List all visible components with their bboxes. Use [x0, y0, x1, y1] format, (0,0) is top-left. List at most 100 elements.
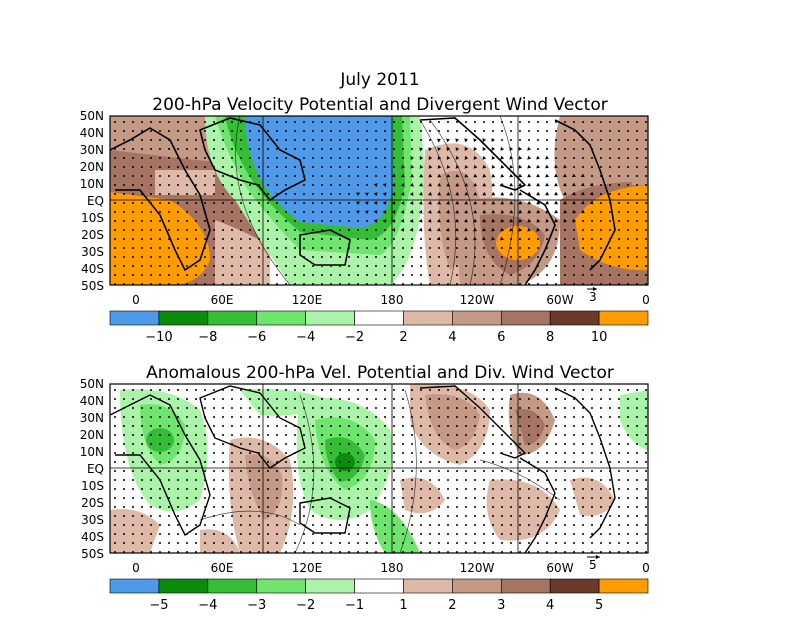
wind-vector-dot	[627, 264, 630, 267]
p2-colorbar: −5 −4 −3 −2 −1 1 2 3 4 5	[109, 578, 649, 613]
wind-vector-dot	[275, 533, 278, 536]
wind-vector-head	[518, 227, 523, 232]
wind-vector-dot	[546, 264, 549, 267]
wind-vector-dot	[627, 156, 630, 159]
wind-vector-dot	[627, 174, 630, 177]
wind-vector-dot	[158, 273, 161, 276]
wind-vector-dot	[356, 228, 359, 231]
wind-vector-head	[391, 173, 396, 178]
wind-vector-head	[418, 227, 423, 232]
wind-vector-dot	[600, 147, 603, 150]
wind-vector-dot	[500, 487, 503, 490]
p2-field-brown-io-mid	[245, 454, 283, 520]
wind-vector-dot	[537, 460, 540, 463]
wind-vector-head	[509, 173, 514, 178]
wind-vector-dot	[149, 192, 152, 195]
wind-vector-head	[419, 173, 424, 178]
p2-colorbar-swatch-0	[109, 578, 160, 594]
wind-vector-dot	[311, 469, 314, 472]
wind-vector-dot	[555, 138, 558, 141]
wind-vector-dot	[356, 165, 359, 168]
wind-vector-dot	[212, 478, 215, 481]
wind-vector-dot	[266, 515, 269, 518]
wind-vector-dot	[419, 478, 422, 481]
wind-vector-dot	[320, 388, 323, 391]
wind-vector-head	[536, 155, 540, 160]
wind-vector-dot	[491, 496, 494, 499]
wind-vector-dot	[555, 478, 558, 481]
wind-vector-dot	[221, 397, 224, 400]
p1-lat-10N: 10N	[80, 177, 104, 191]
wind-vector-dot	[230, 228, 233, 231]
wind-vector-head	[455, 218, 459, 223]
wind-vector-dot	[582, 442, 585, 445]
wind-vector-head	[491, 173, 496, 178]
wind-vector-dot	[158, 524, 161, 527]
wind-vector-dot	[636, 228, 639, 231]
wind-vector-dot	[347, 246, 350, 249]
wind-vector-dot	[293, 273, 296, 276]
wind-vector-dot	[131, 165, 134, 168]
wind-vector-dot	[212, 397, 215, 400]
p1-lon-0: 0	[132, 293, 140, 307]
wind-vector-dot	[176, 524, 179, 527]
wind-vector-dot	[537, 487, 540, 490]
wind-vector-dot	[114, 228, 117, 231]
wind-vector-dot	[212, 237, 215, 240]
wind-vector-dot	[185, 192, 188, 195]
wind-vector-dot	[419, 264, 422, 267]
wind-vector-dot	[203, 515, 206, 518]
wind-vector-dot	[338, 487, 341, 490]
wind-vector-dot	[365, 121, 368, 124]
wind-vector-dot	[167, 237, 170, 240]
wind-vector-dot	[203, 246, 206, 249]
wind-vector-dot	[167, 460, 170, 463]
wind-vector-dot	[600, 478, 603, 481]
wind-vector-dot	[591, 533, 594, 536]
wind-vector-dot	[627, 451, 630, 454]
wind-vector-dot	[437, 406, 440, 409]
wind-vector-dot	[167, 138, 170, 141]
wind-vector-dot	[455, 415, 458, 418]
wind-vector-dot	[374, 264, 377, 267]
wind-vector-dot	[302, 533, 305, 536]
wind-vector-dot	[194, 415, 197, 418]
wind-vector-dot	[239, 121, 242, 124]
wind-vector-dot	[392, 424, 395, 427]
wind-vector-dot	[356, 533, 359, 536]
wind-vector-dot	[428, 460, 431, 463]
p1-lat-50S: 50S	[81, 279, 104, 293]
wind-vector-dot	[320, 406, 323, 409]
wind-vector-dot	[167, 129, 170, 132]
wind-vector-dot	[582, 228, 585, 231]
wind-vector-dot	[149, 210, 152, 213]
wind-vector-dot	[528, 533, 531, 536]
wind-vector-dot	[123, 515, 126, 518]
wind-vector-head	[356, 192, 361, 196]
wind-vector-dot	[248, 156, 251, 159]
wind-vector-dot	[248, 460, 251, 463]
wind-vector-dot	[383, 156, 386, 159]
wind-vector-dot	[140, 255, 143, 258]
wind-vector-dot	[176, 273, 179, 276]
p1-colorbar-swatch-3	[256, 310, 306, 326]
wind-vector-dot	[546, 542, 549, 545]
wind-vector-dot	[582, 397, 585, 400]
wind-vector-dot	[428, 388, 431, 391]
wind-vector-head	[401, 164, 405, 169]
wind-vector-dot	[239, 424, 242, 427]
wind-vector-dot	[500, 424, 503, 427]
wind-vector-dot	[239, 183, 242, 186]
wind-vector-dot	[491, 451, 494, 454]
wind-vector-dot	[428, 542, 431, 545]
wind-vector-dot	[627, 406, 630, 409]
wind-vector-dot	[176, 228, 179, 231]
wind-vector-dot	[239, 228, 242, 231]
wind-vector-dot	[609, 174, 612, 177]
wind-vector-dot	[491, 442, 494, 445]
wind-vector-dot	[329, 228, 332, 231]
wind-vector-dot	[239, 165, 242, 168]
wind-vector-dot	[266, 406, 269, 409]
wind-vector-dot	[473, 246, 476, 249]
wind-vector-dot	[320, 496, 323, 499]
